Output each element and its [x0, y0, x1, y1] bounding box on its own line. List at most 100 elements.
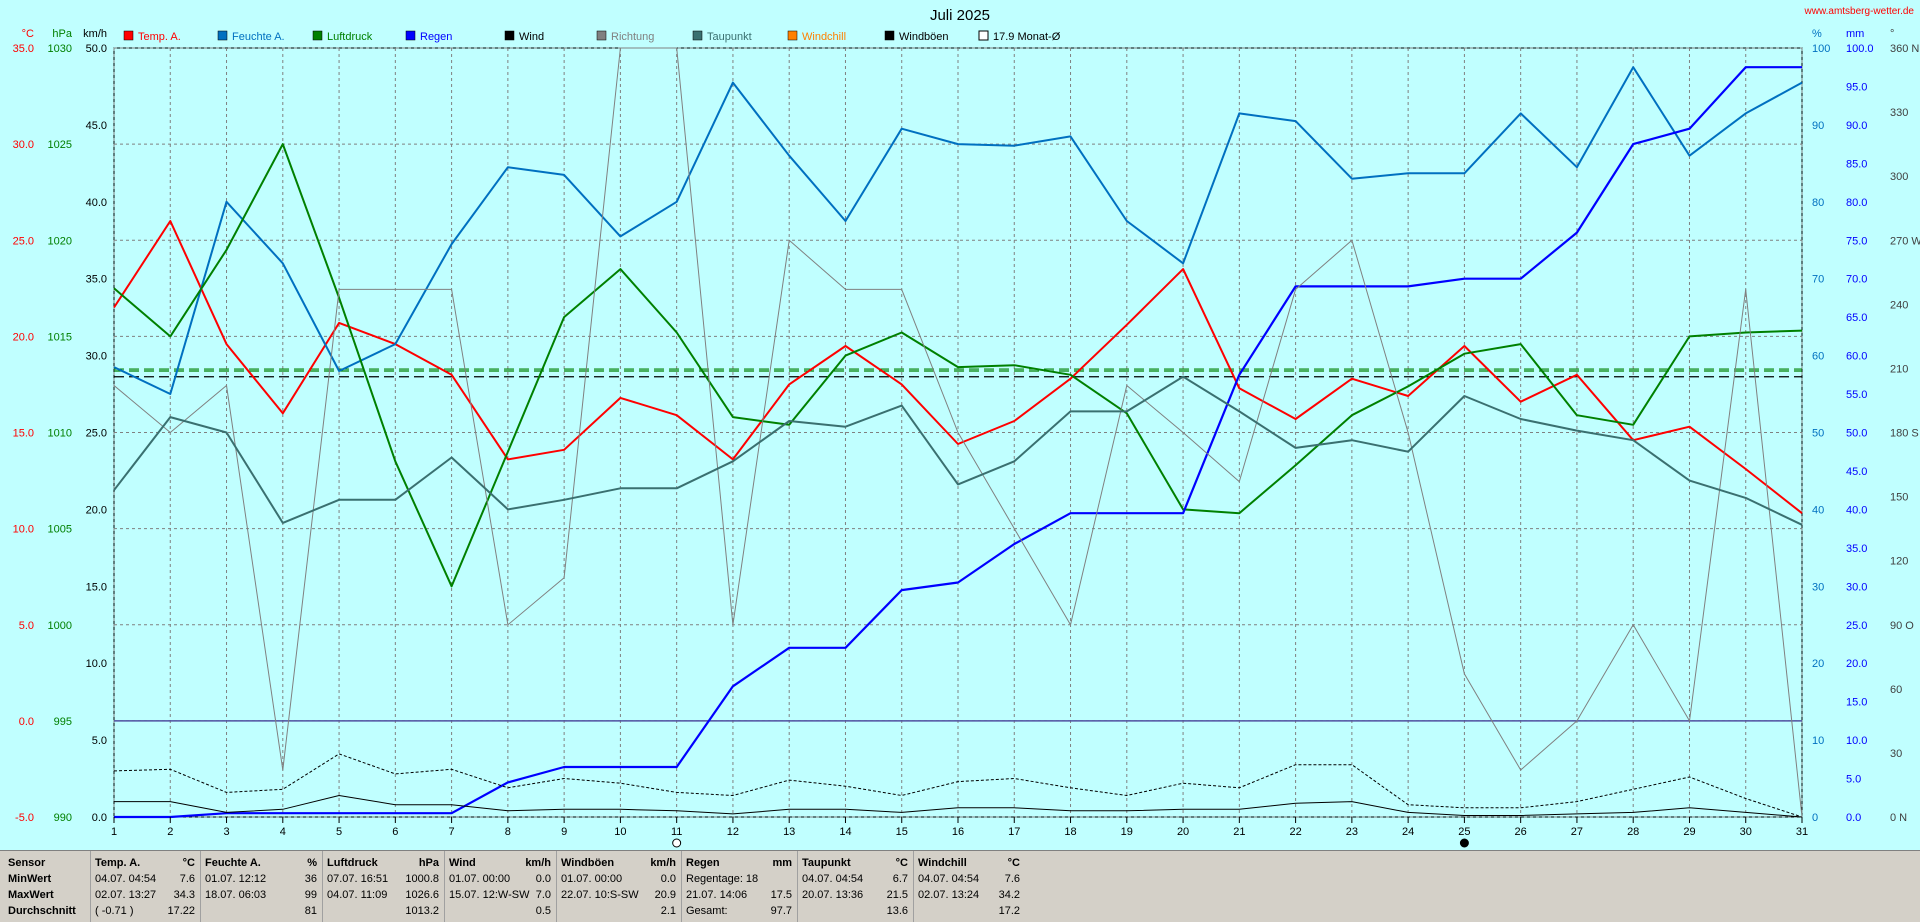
rain-tick-label: 90.0	[1846, 120, 1867, 132]
stats-value: 7.6	[1004, 873, 1020, 885]
temp-tick-label: -5.0	[15, 812, 34, 824]
legend-swatch	[123, 30, 134, 41]
wind-tick-label: 30.0	[86, 351, 107, 363]
chart-markers	[672, 838, 1469, 848]
stats-time: 21.07. 14:06	[686, 889, 748, 901]
direction-tick-label: 300	[1890, 171, 1908, 183]
x-tick-label: 16	[952, 826, 964, 838]
stats-unit: mm	[772, 857, 792, 869]
x-tick-label: 31	[1796, 826, 1808, 838]
x-tick-label: 10	[614, 826, 626, 838]
humidity-tick-label: 20	[1812, 658, 1824, 670]
temp-tick-label: 5.0	[19, 620, 34, 632]
wind-tick-label: 0.0	[92, 812, 107, 824]
legend-label: Wind	[519, 31, 544, 43]
pressure-tick-label: 1010	[48, 428, 72, 440]
temp-tick-label: 25.0	[13, 235, 34, 247]
legend-swatch	[405, 30, 416, 41]
temp-tick-label: 15.0	[13, 428, 34, 440]
wind-tick-label: 5.0	[92, 735, 107, 747]
direction-tick-label: 360 N	[1890, 43, 1919, 55]
x-tick-label: 11	[671, 826, 682, 838]
stats-unit: °C	[182, 857, 195, 869]
stats-time: 01.07. 12:12	[205, 873, 267, 885]
stats-value: 7.0	[535, 889, 551, 901]
x-tick-label: 1	[111, 826, 117, 838]
stats-value: 0.0	[535, 873, 551, 885]
temp-tick-label: 35.0	[13, 43, 34, 55]
stats-value: 20.9	[654, 889, 676, 901]
stats-value: 1000.8	[405, 873, 439, 885]
x-tick-label: 18	[1064, 826, 1076, 838]
stats-value: 0.5	[535, 905, 551, 917]
stats-value: 1026.6	[405, 889, 439, 901]
humidity-tick-label: 40	[1812, 504, 1824, 516]
pressure-tick-label: 990	[54, 812, 72, 824]
legend-label: Richtung	[611, 31, 654, 43]
legend-swatch	[787, 30, 798, 41]
temp-tick-label: 10.0	[13, 524, 34, 536]
rain-tick-label: 45.0	[1846, 466, 1867, 478]
stats-column: Luftdruck hPa 07.07. 16:51 1000.8 04.07. 11:…	[322, 851, 445, 922]
row-label: Sensor	[8, 857, 46, 869]
x-tick-label: 12	[727, 826, 739, 838]
stats-time: 04.07. 11:09	[327, 889, 388, 901]
stats-value: 21.5	[886, 889, 908, 901]
humidity-tick-label: 50	[1812, 428, 1824, 440]
stats-column: Windböen km/h 01.07. 00:00 0.0 22.07. 10:S-S…	[556, 851, 682, 922]
pressure-tick-label: 1030	[48, 43, 72, 55]
pressure-tick-label: 1020	[48, 235, 72, 247]
x-tick-label: 6	[392, 826, 398, 838]
stats-unit: %	[307, 857, 317, 869]
rain-unit-label: mm	[1846, 28, 1864, 40]
rain-tick-label: 75.0	[1846, 235, 1867, 247]
legend-label: Luftdruck	[327, 31, 373, 43]
stats-title: Wind	[449, 857, 476, 869]
legend-label: Temp. A.	[138, 31, 181, 43]
x-tick-label: 24	[1402, 826, 1414, 838]
stats-column: Temp. A. °C 04.07. 04:54 7.6 02.07. 13:27 34.…	[90, 851, 201, 922]
stats-unit: hPa	[418, 857, 439, 869]
x-tick-label: 3	[223, 826, 229, 838]
stats-time: 04.07. 04:54	[802, 873, 864, 885]
wind-tick-label: 25.0	[86, 428, 107, 440]
x-tick-label: 26	[1515, 826, 1527, 838]
direction-tick-label: 60	[1890, 684, 1902, 696]
series-line-gusts	[113, 753, 1803, 818]
stats-title: Feuchte A.	[205, 857, 261, 869]
website-link[interactable]: www.amtsberg-wetter.de	[1804, 6, 1915, 17]
direction-unit-label: °	[1890, 28, 1894, 40]
stats-panel: Sensor MinWert MaxWert Durchschnitt Temp…	[0, 850, 1920, 922]
stats-title: Temp. A.	[95, 857, 141, 869]
wind-tick-label: 40.0	[86, 197, 107, 209]
stats-value: 81	[304, 905, 317, 917]
stats-unit: °C	[1007, 857, 1020, 869]
series-line-humidity	[113, 66, 1803, 395]
stats-time: 01.07. 00:00	[449, 873, 511, 885]
pressure-tick-label: 1005	[48, 524, 72, 536]
x-tick-label: 5	[336, 826, 342, 838]
rain-tick-label: 0.0	[1846, 812, 1861, 824]
stats-time: 01.07. 00:00	[561, 873, 623, 885]
wind-unit-label: km/h	[83, 28, 107, 40]
chart-title: Juli 2025	[930, 7, 990, 24]
series-line-direction	[113, 47, 1803, 818]
stats-unit: km/h	[525, 857, 551, 869]
wind-tick-label: 50.0	[86, 43, 107, 55]
stats-time: 02.07. 13:27	[95, 889, 157, 901]
legend-label: Windböen	[899, 31, 949, 43]
stats-title: Windböen	[561, 857, 615, 869]
pressure-tick-label: 995	[54, 716, 72, 728]
wind-tick-label: 15.0	[86, 581, 107, 593]
x-tick-label: 30	[1740, 826, 1752, 838]
stats-column: Wind km/h 01.07. 00:00 0.0 15.07. 12:W-SW 7.0…	[444, 851, 557, 922]
rain-tick-label: 55.0	[1846, 389, 1867, 401]
pressure-unit-label: hPa	[52, 28, 72, 40]
rain-tick-label: 70.0	[1846, 274, 1867, 286]
reference-lines	[114, 368, 1802, 722]
stats-time: 20.07. 13:36	[802, 889, 864, 901]
stats-value: 34.3	[173, 889, 195, 901]
legend-swatch	[312, 30, 323, 41]
row-label: MinWert	[8, 873, 52, 885]
x-tick-label: 23	[1346, 826, 1358, 838]
